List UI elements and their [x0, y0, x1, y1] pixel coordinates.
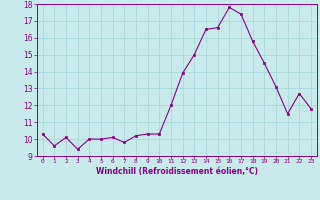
X-axis label: Windchill (Refroidissement éolien,°C): Windchill (Refroidissement éolien,°C) [96, 167, 258, 176]
